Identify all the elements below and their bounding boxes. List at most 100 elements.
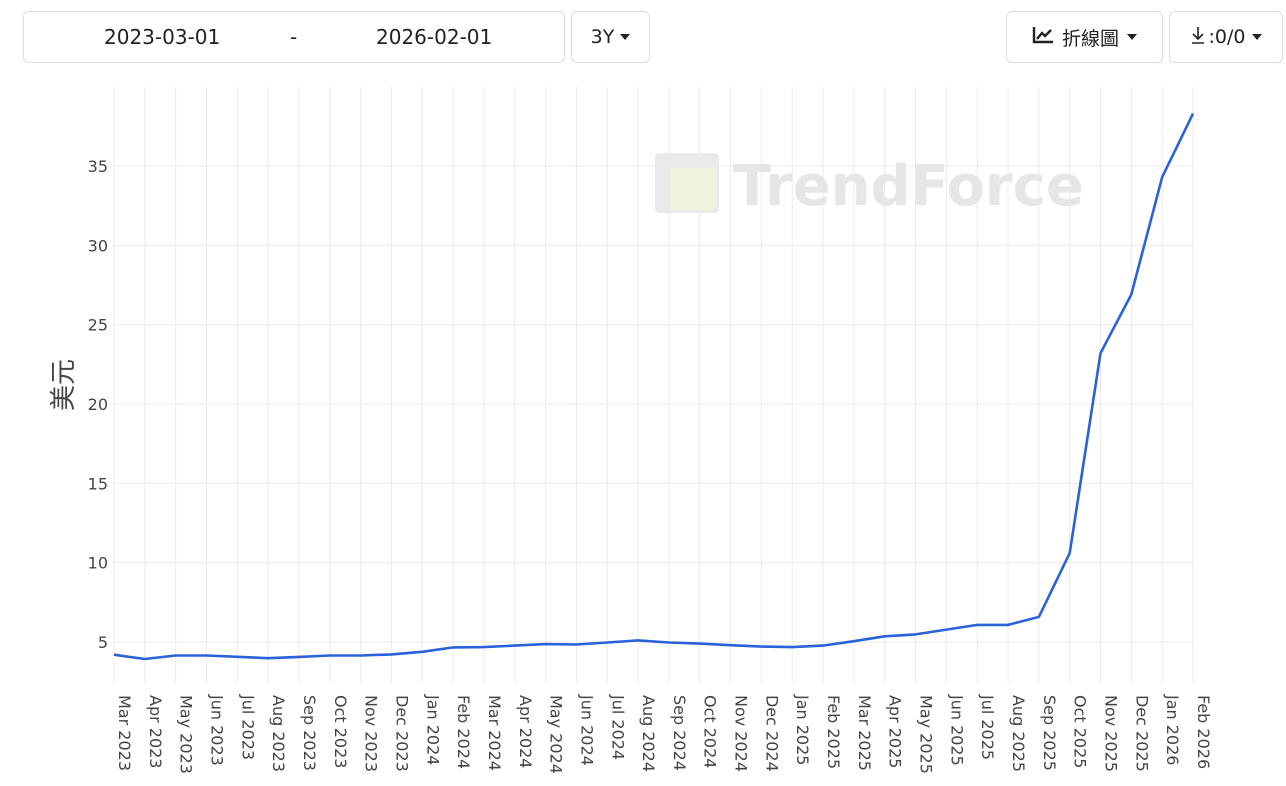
data-point[interactable] bbox=[324, 649, 336, 661]
x-tick-label: Jun 2024 bbox=[577, 694, 596, 766]
data-point[interactable] bbox=[971, 619, 983, 631]
data-point[interactable] bbox=[817, 640, 829, 652]
x-tick-label: Nov 2024 bbox=[732, 695, 751, 772]
x-tick-label: Jan 2025 bbox=[793, 694, 812, 765]
x-tick-label: Aug 2025 bbox=[1009, 695, 1028, 772]
download-icon bbox=[1190, 25, 1206, 50]
caret-down-icon bbox=[1252, 34, 1263, 40]
x-tick-label: May 2025 bbox=[917, 695, 936, 774]
data-point[interactable] bbox=[570, 639, 582, 651]
x-tick-label: Mar 2024 bbox=[485, 695, 504, 771]
data-point[interactable] bbox=[540, 638, 552, 650]
x-tick-label: Jul 2023 bbox=[238, 694, 257, 760]
data-point[interactable] bbox=[1156, 171, 1168, 183]
data-point[interactable] bbox=[694, 638, 706, 650]
x-tick-label: Mar 2023 bbox=[115, 695, 134, 771]
data-point[interactable] bbox=[1033, 611, 1045, 623]
data-point[interactable] bbox=[848, 635, 860, 647]
download-dropdown-button[interactable]: :0/0 bbox=[1169, 11, 1283, 63]
x-tick-label: Jul 2024 bbox=[608, 694, 627, 760]
data-point[interactable] bbox=[910, 628, 922, 640]
x-tick-label: Apr 2024 bbox=[516, 695, 535, 768]
data-point[interactable] bbox=[509, 640, 521, 652]
data-point[interactable] bbox=[447, 641, 459, 653]
x-tick-label: May 2023 bbox=[177, 695, 196, 774]
y-tick-label: 5 bbox=[98, 633, 108, 652]
x-tick-label: Jul 2025 bbox=[978, 694, 997, 760]
x-tick-label: Mar 2025 bbox=[855, 695, 874, 771]
x-tick-label: Feb 2026 bbox=[1194, 695, 1213, 769]
data-point[interactable] bbox=[601, 636, 613, 648]
x-tick-label: Sep 2023 bbox=[300, 695, 319, 771]
x-tick-label: Apr 2023 bbox=[146, 695, 165, 768]
y-axis-ticks: 5 10 15 20 25 30 35 bbox=[88, 157, 108, 652]
x-tick-label: Jan 2024 bbox=[423, 694, 442, 765]
x-tick-label: Oct 2023 bbox=[331, 695, 350, 768]
x-tick-label: Dec 2023 bbox=[392, 695, 411, 772]
data-point[interactable] bbox=[1187, 108, 1199, 120]
x-tick-label: Nov 2023 bbox=[362, 695, 381, 772]
data-point[interactable] bbox=[632, 634, 644, 646]
watermark-text: TrendForce bbox=[733, 154, 1084, 219]
line-chart-icon bbox=[1032, 26, 1054, 49]
x-tick-label: Oct 2024 bbox=[701, 695, 720, 768]
x-axis-ticks: Mar 2023 Apr 2023 May 2023 Jun 2023 Jul 2023… bbox=[115, 694, 1213, 774]
trendforce-watermark: TrendForce bbox=[655, 153, 1084, 219]
data-point[interactable] bbox=[755, 641, 767, 653]
data-point[interactable] bbox=[786, 641, 798, 653]
x-tick-label: Dec 2024 bbox=[762, 695, 781, 772]
x-tick-label: Sep 2025 bbox=[1040, 695, 1059, 771]
x-tick-label: Nov 2025 bbox=[1102, 695, 1121, 772]
y-axis-label: 美元 bbox=[49, 359, 79, 411]
data-point[interactable] bbox=[725, 639, 737, 651]
y-tick-label: 10 bbox=[88, 554, 108, 573]
x-tick-label: Dec 2025 bbox=[1132, 695, 1151, 772]
data-point[interactable] bbox=[108, 649, 120, 661]
y-tick-label: 30 bbox=[88, 236, 108, 255]
download-label: :0/0 bbox=[1208, 26, 1246, 48]
data-point[interactable] bbox=[1125, 289, 1137, 301]
data-point[interactable] bbox=[1064, 547, 1076, 559]
data-point[interactable] bbox=[940, 624, 952, 636]
data-point[interactable] bbox=[170, 649, 182, 661]
date-separator: - bbox=[290, 25, 298, 49]
data-point[interactable] bbox=[1095, 347, 1107, 359]
end-date-field[interactable]: 2026-02-01 bbox=[376, 25, 493, 49]
data-point[interactable] bbox=[663, 636, 675, 648]
x-tick-label: Sep 2024 bbox=[670, 695, 689, 771]
data-point[interactable] bbox=[262, 652, 274, 664]
x-tick-label: Feb 2024 bbox=[454, 695, 473, 769]
data-point[interactable] bbox=[200, 649, 212, 661]
x-tick-label: Aug 2023 bbox=[269, 695, 288, 772]
x-tick-label: Aug 2024 bbox=[639, 695, 658, 772]
start-date-field[interactable]: 2023-03-01 bbox=[104, 25, 221, 49]
data-point[interactable] bbox=[879, 630, 891, 642]
x-tick-label: Jun 2023 bbox=[207, 694, 226, 766]
data-point[interactable] bbox=[355, 649, 367, 661]
date-range-picker[interactable]: 2023-03-01 - 2026-02-01 bbox=[23, 11, 565, 63]
y-tick-label: 35 bbox=[88, 157, 108, 176]
caret-down-icon bbox=[1127, 34, 1137, 40]
chart-type-dropdown-button[interactable]: 折線圖 bbox=[1006, 11, 1163, 63]
series-layer bbox=[108, 108, 1199, 665]
period-dropdown-button[interactable]: 3Y bbox=[571, 11, 650, 63]
x-tick-label: Oct 2025 bbox=[1071, 695, 1090, 768]
x-tick-label: May 2024 bbox=[547, 695, 566, 774]
series-line bbox=[113, 113, 1195, 661]
x-tick-label: Feb 2025 bbox=[824, 695, 843, 769]
x-tick-label: Jun 2025 bbox=[947, 694, 966, 766]
data-point[interactable] bbox=[416, 646, 428, 658]
data-point[interactable] bbox=[385, 648, 397, 660]
x-tick-label: Jan 2026 bbox=[1163, 694, 1182, 765]
data-point[interactable] bbox=[478, 641, 490, 653]
data-point[interactable] bbox=[1002, 619, 1014, 631]
caret-down-icon bbox=[620, 34, 631, 40]
grid-lines bbox=[113, 87, 1194, 683]
data-point[interactable] bbox=[231, 651, 243, 663]
data-point[interactable] bbox=[293, 651, 305, 663]
x-tick-label: Apr 2025 bbox=[886, 695, 905, 768]
period-label: 3Y bbox=[590, 26, 615, 48]
y-tick-label: 15 bbox=[88, 474, 108, 493]
data-point[interactable] bbox=[139, 653, 151, 665]
